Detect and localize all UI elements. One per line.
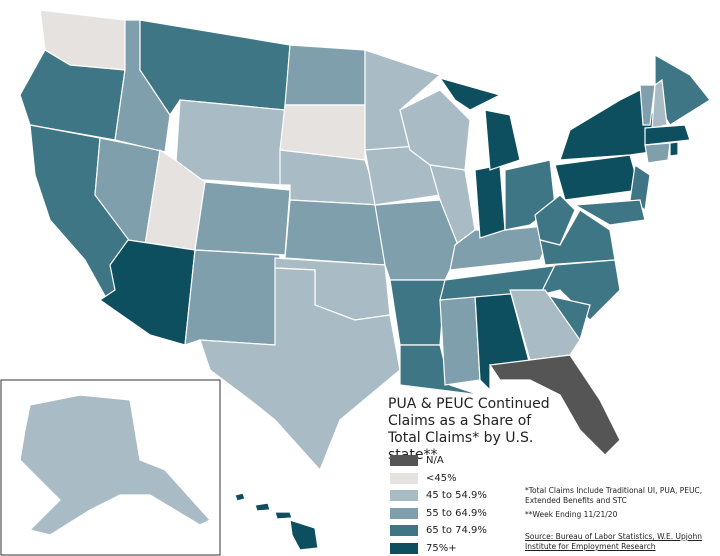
legend-swatch bbox=[390, 507, 418, 519]
state bbox=[399, 344, 481, 396]
state bbox=[438, 76, 502, 111]
legend-swatch bbox=[390, 455, 418, 467]
legend-swatch bbox=[390, 490, 418, 502]
state bbox=[389, 279, 446, 346]
state bbox=[484, 109, 521, 171]
state bbox=[284, 199, 386, 266]
note: **Week Ending 11/21/20 bbox=[525, 510, 618, 519]
state bbox=[139, 19, 291, 117]
state bbox=[284, 44, 366, 106]
source: Source: Bureau of Labor Statistics, W.E.… bbox=[525, 532, 702, 551]
state bbox=[669, 141, 679, 157]
state bbox=[439, 294, 481, 386]
legend-item: N/A bbox=[390, 452, 487, 470]
notes: *Total Claims Include Traditional UI, PU… bbox=[525, 486, 720, 524]
legend-label: 65 to 74.9% bbox=[426, 525, 487, 537]
state bbox=[534, 194, 576, 246]
state bbox=[639, 84, 656, 126]
legend-item: 45 to 54.9% bbox=[390, 487, 487, 505]
legend-item: 65 to 74.9% bbox=[390, 522, 487, 540]
legend-swatch bbox=[390, 525, 418, 537]
state bbox=[254, 502, 271, 512]
legend-label: <45% bbox=[426, 472, 457, 484]
state bbox=[474, 164, 506, 239]
state bbox=[274, 511, 293, 520]
legend-label: N/A bbox=[426, 455, 444, 467]
legend-swatch bbox=[390, 542, 418, 554]
state bbox=[629, 163, 651, 212]
legend-swatch bbox=[390, 472, 418, 484]
state bbox=[651, 78, 668, 129]
state bbox=[234, 492, 246, 502]
note: *Total Claims Include Traditional UI, PU… bbox=[525, 486, 703, 505]
legend-label: 45 to 54.9% bbox=[426, 490, 487, 502]
states bbox=[19, 9, 711, 472]
state bbox=[199, 267, 401, 472]
legend-label: 55 to 64.9% bbox=[426, 507, 487, 519]
hawaii bbox=[234, 492, 319, 551]
legend-label: 75%+ bbox=[426, 542, 457, 554]
state bbox=[644, 142, 671, 164]
state bbox=[644, 124, 691, 146]
legend: N/A <45% 45 to 54.9% 55 to 64.9% 65 to 74.9%… bbox=[390, 452, 487, 556]
legend-item: <45% bbox=[390, 470, 487, 488]
legend-title: PUA & PEUC Continued Claims as a Share o… bbox=[388, 396, 550, 463]
state bbox=[184, 249, 281, 346]
state bbox=[573, 199, 646, 226]
state bbox=[488, 354, 621, 456]
state bbox=[19, 394, 211, 536]
legend-item: 55 to 64.9% bbox=[390, 505, 487, 523]
legend-item: 75%+ bbox=[390, 540, 487, 556]
state bbox=[554, 154, 641, 201]
state bbox=[539, 209, 616, 266]
state bbox=[194, 181, 291, 256]
state bbox=[289, 519, 319, 551]
state bbox=[509, 289, 581, 361]
